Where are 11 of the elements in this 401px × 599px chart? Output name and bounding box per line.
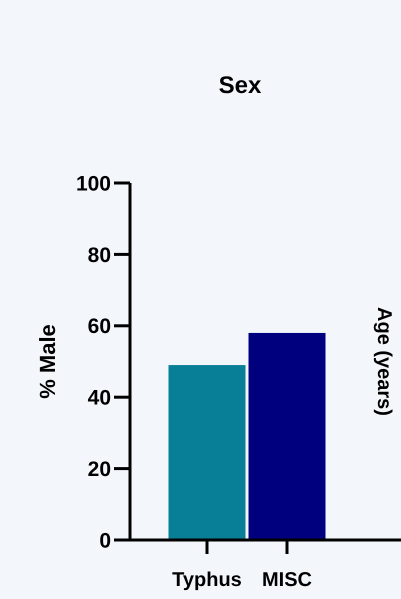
y-tick-label: 0 <box>99 529 111 552</box>
text: Age (years) <box>373 307 395 416</box>
chart-title: Sex <box>218 72 262 99</box>
x-tick-label: Typhus <box>172 569 242 591</box>
y-axis-title: % Male <box>35 324 60 399</box>
y-tick-label: 60 <box>88 315 111 338</box>
y-tick-label: 80 <box>88 244 111 267</box>
y-tick-label: 100 <box>76 172 111 196</box>
y-tick-label: 20 <box>88 458 111 481</box>
x-tick-label: MISC <box>262 569 312 591</box>
y-tick-label: 40 <box>88 386 111 410</box>
